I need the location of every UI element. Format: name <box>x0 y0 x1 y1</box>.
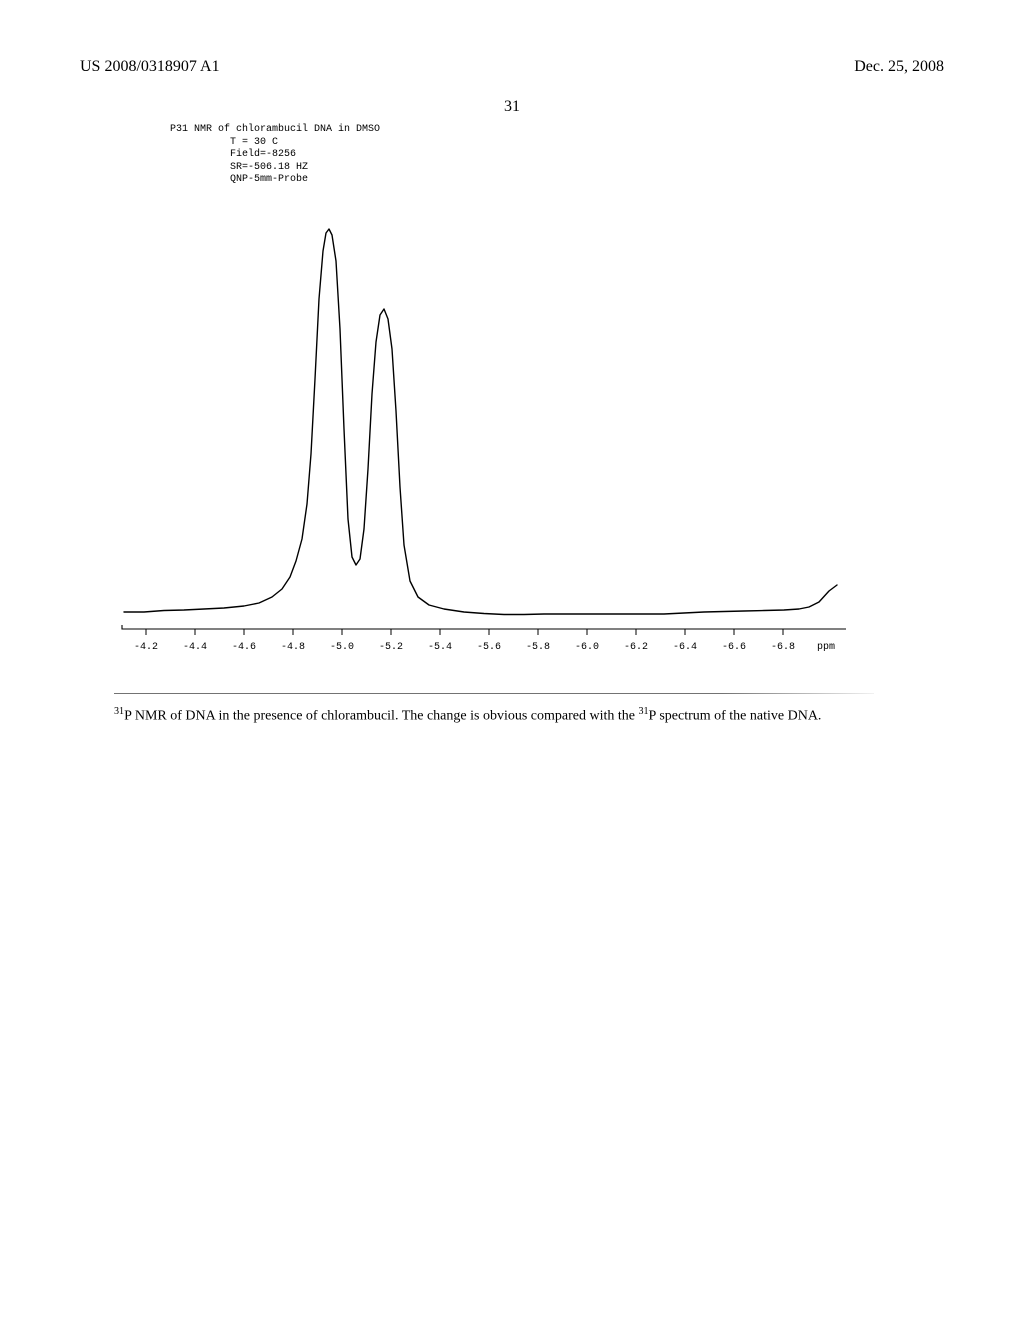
axis-tick-label: -4.6 <box>232 642 256 653</box>
page-header: US 2008/0318907 A1 Dec. 25, 2008 <box>80 58 944 76</box>
nmr-svg: -4.2 -4.4 -4.6 -4.8 -5.0 -5.2 -5.4 -5.6 -5.8 -6.0… <box>104 189 864 689</box>
axis-tick-label: -4.2 <box>134 642 158 653</box>
page-number: 31 <box>80 98 944 116</box>
spectrum-trace <box>124 229 837 615</box>
axis-unit-label: ppm <box>817 642 835 653</box>
axis-tick-label: -4.4 <box>183 642 207 653</box>
axis-tick-label: -5.4 <box>428 642 452 653</box>
divider <box>114 693 874 694</box>
axis-tick-label: -5.8 <box>526 642 550 653</box>
axis-tick-label: -5.0 <box>330 642 354 653</box>
axis-tick-label: -4.8 <box>281 642 305 653</box>
axis-tick-label: -6.8 <box>771 642 795 653</box>
figure-caption: 31P NMR of DNA in the presence of chlora… <box>114 704 874 727</box>
x-axis <box>122 625 846 629</box>
axis-tick-label: -5.6 <box>477 642 501 653</box>
publication-number: US 2008/0318907 A1 <box>80 58 220 76</box>
publication-date: Dec. 25, 2008 <box>854 58 944 76</box>
axis-tick-label: -5.2 <box>379 642 403 653</box>
axis-tick-label: -6.4 <box>673 642 697 653</box>
nmr-spectrum-figure: -4.2 -4.4 -4.6 -4.8 -5.0 -5.2 -5.4 -5.6 -5.8 -6.0… <box>104 189 864 689</box>
spectrum-parameters: P31 NMR of chlorambucil DNA in DMSO T = … <box>170 124 944 187</box>
axis-tick-label: -6.6 <box>722 642 746 653</box>
axis-tick-label: -6.2 <box>624 642 648 653</box>
axis-tick-label: -6.0 <box>575 642 599 653</box>
